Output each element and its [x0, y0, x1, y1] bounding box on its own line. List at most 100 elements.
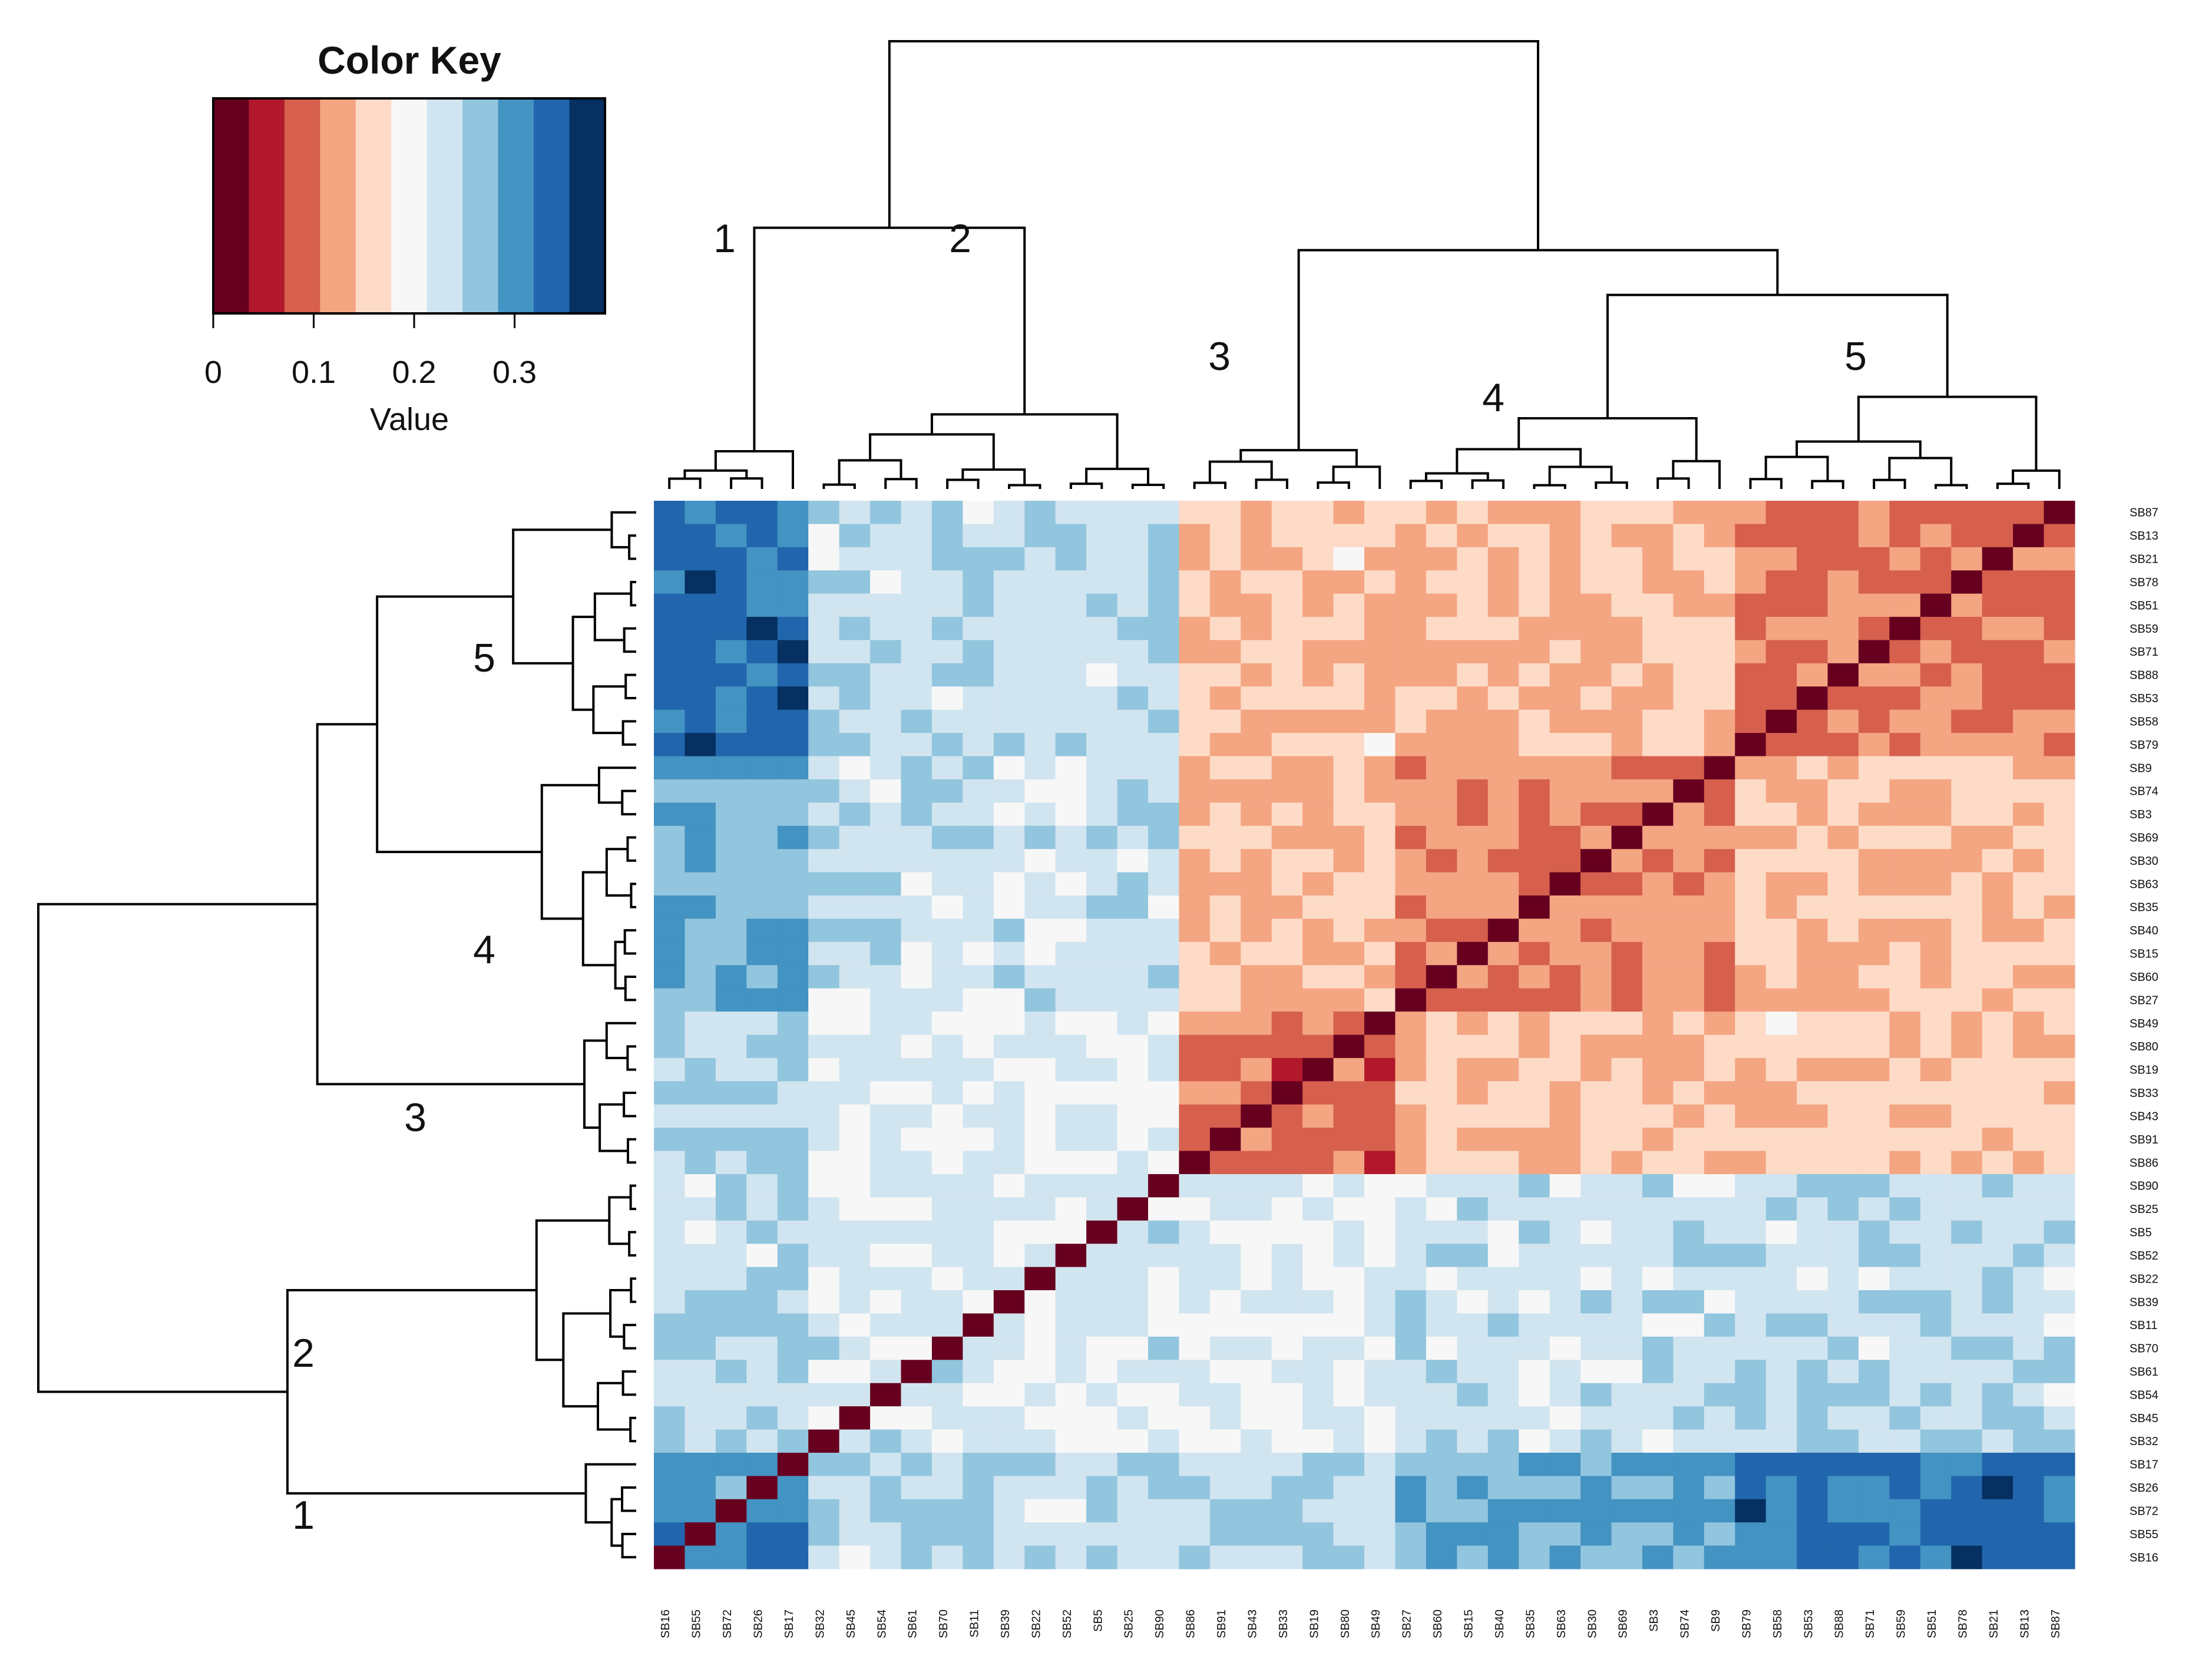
heatmap-cell — [808, 570, 840, 594]
heatmap-cell — [1271, 1360, 1303, 1384]
row-dendrogram-link — [592, 685, 626, 735]
heatmap-cell — [1611, 756, 1643, 780]
heatmap-cell — [993, 802, 1025, 827]
heatmap-cell — [993, 1220, 1025, 1244]
heatmap-cell — [1735, 1034, 1767, 1059]
heatmap-cell — [901, 1429, 933, 1453]
heatmap-cell — [1487, 1452, 1519, 1476]
heatmap-cell — [1241, 709, 1272, 733]
color-key-swatch — [391, 98, 428, 313]
heatmap-cell — [1241, 1522, 1272, 1546]
heatmap-cell — [1364, 918, 1396, 943]
column-label: SB78 — [1957, 1609, 1970, 1638]
heatmap-cell — [1395, 547, 1427, 571]
row-label: SB22 — [2130, 1273, 2158, 1285]
column-dendrogram-link — [838, 459, 902, 485]
heatmap-cell — [1271, 686, 1303, 710]
heatmap-cell — [839, 709, 871, 733]
heatmap-cell — [1982, 849, 2013, 873]
row-dendrogram-link — [630, 883, 636, 908]
heatmap-cell — [1611, 1267, 1643, 1291]
row-label: SB55 — [2130, 1528, 2158, 1541]
heatmap-cell — [1426, 1452, 1457, 1476]
row-dendrogram-link — [626, 836, 636, 862]
column-label: SB39 — [999, 1609, 1012, 1638]
column-dendrogram-link — [1595, 481, 1628, 489]
heatmap-cell — [746, 686, 778, 710]
heatmap-cell — [1765, 733, 1797, 757]
heatmap-cell — [1487, 686, 1519, 710]
heatmap-cell — [839, 825, 871, 850]
heatmap-cell — [931, 1244, 963, 1268]
heatmap-cell — [1426, 1197, 1457, 1221]
heatmap-cell — [1271, 988, 1303, 1012]
heatmap-cell — [1951, 663, 1983, 687]
heatmap-cell — [1642, 1336, 1674, 1360]
heatmap-cell — [993, 733, 1025, 757]
heatmap-cell — [1549, 1383, 1581, 1407]
heatmap-cell — [1024, 802, 1056, 827]
heatmap-cell — [1148, 1174, 1179, 1198]
color-key-tick-label: 0.1 — [292, 355, 336, 390]
heatmap-cell — [1395, 849, 1427, 873]
heatmap-cell — [963, 1151, 994, 1175]
heatmap-cell — [1549, 617, 1581, 641]
heatmap-cell — [715, 1499, 747, 1523]
heatmap-cell — [993, 1128, 1025, 1152]
heatmap-cell — [1055, 1057, 1087, 1082]
heatmap-cell — [1487, 1336, 1519, 1360]
heatmap-cell — [1704, 686, 1735, 710]
heatmap-cell — [746, 1267, 778, 1291]
heatmap-cell — [1920, 1476, 1952, 1500]
heatmap-cell — [1765, 1267, 1797, 1291]
heatmap-cell — [1704, 1429, 1735, 1453]
heatmap-cell — [1457, 1197, 1489, 1221]
heatmap-cell — [1364, 872, 1396, 896]
row-label: SB79 — [2130, 739, 2158, 752]
heatmap-cell — [1024, 1406, 1056, 1430]
heatmap-cell — [993, 849, 1025, 873]
heatmap-cell — [901, 1290, 933, 1314]
heatmap-cell — [1179, 1244, 1211, 1268]
heatmap-cell — [1889, 1522, 1921, 1546]
heatmap-cell — [1364, 1360, 1396, 1384]
heatmap-cell — [2044, 802, 2075, 827]
heatmap-cell — [808, 1336, 840, 1360]
heatmap-cell — [1426, 733, 1457, 757]
heatmap-cell — [1024, 1174, 1056, 1198]
heatmap-cell — [1735, 802, 1767, 827]
heatmap-cell — [715, 1220, 747, 1244]
heatmap-cell — [1271, 547, 1303, 571]
heatmap-cell — [1611, 872, 1643, 896]
heatmap-cell — [746, 1174, 778, 1198]
heatmap-cell — [654, 686, 686, 710]
row-dendrogram-link — [608, 1196, 631, 1245]
heatmap-cell — [1642, 1429, 1674, 1453]
heatmap-cell — [1920, 779, 1952, 803]
heatmap-cell — [870, 1522, 902, 1546]
heatmap-cell — [1519, 802, 1550, 827]
row-label: SB61 — [2130, 1366, 2158, 1379]
heatmap-cell — [1920, 1406, 1952, 1430]
heatmap-cell — [963, 1360, 994, 1384]
heatmap-cell — [1055, 1313, 1087, 1337]
column-label: SB27 — [1401, 1609, 1414, 1638]
heatmap-cell — [1487, 733, 1519, 757]
heatmap-cell — [901, 872, 933, 896]
heatmap-cell — [839, 965, 871, 989]
heatmap-cell — [1827, 640, 1859, 664]
heatmap-cell — [1920, 1197, 1952, 1221]
heatmap-cell — [1086, 1197, 1118, 1221]
heatmap-cell — [1642, 593, 1674, 617]
heatmap-cell — [1704, 825, 1735, 850]
heatmap-cell — [685, 756, 716, 780]
heatmap-cell — [1797, 1081, 1829, 1105]
color-key-axis-label: Value — [370, 402, 449, 437]
heatmap-cell — [1889, 1360, 1921, 1384]
heatmap-cell — [1673, 895, 1705, 920]
heatmap-cell — [1395, 663, 1427, 687]
heatmap-cell — [1241, 1429, 1272, 1453]
heatmap-cell — [2013, 1429, 2045, 1453]
heatmap-cell — [1673, 825, 1705, 850]
heatmap-cell — [931, 686, 963, 710]
